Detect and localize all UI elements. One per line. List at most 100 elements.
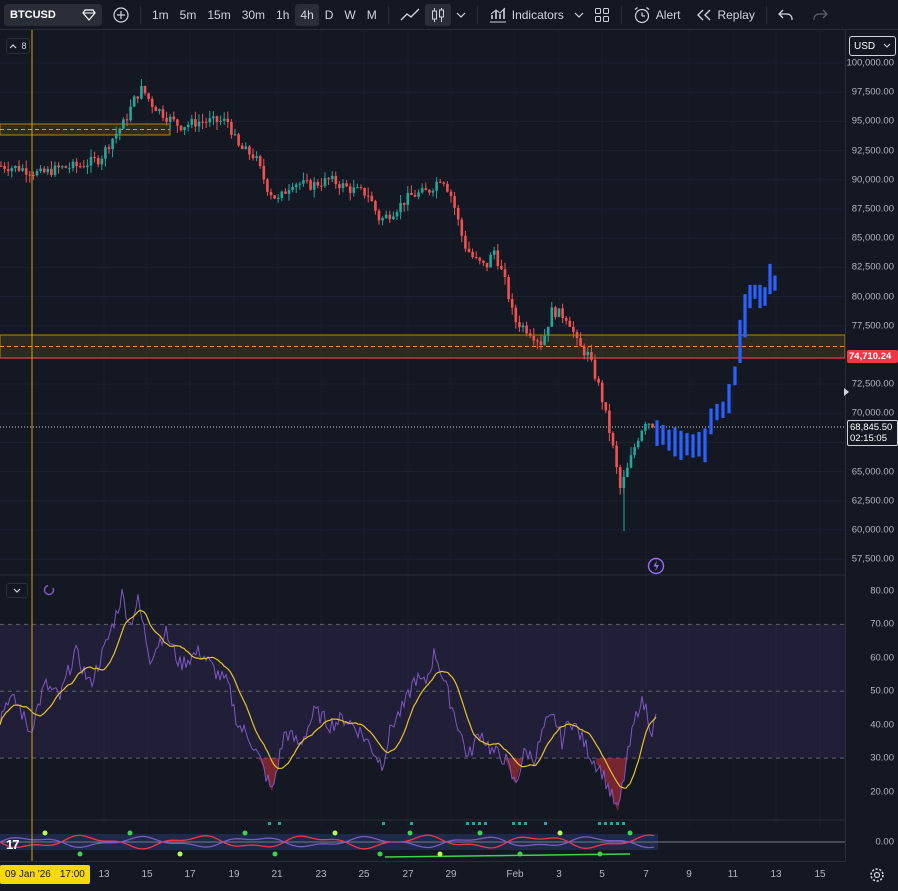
candle-body	[528, 333, 532, 337]
candle-body	[388, 214, 392, 220]
rsi-label: 40.00	[870, 719, 894, 731]
candle-body	[132, 96, 136, 107]
candle-body	[525, 325, 528, 334]
interval-1m[interactable]: 1m	[152, 7, 169, 22]
candle-body	[539, 341, 543, 345]
interval-w[interactable]: W	[344, 7, 356, 22]
candle-body	[615, 445, 618, 468]
candle-body	[356, 187, 359, 189]
price-label: 62,500.00	[851, 495, 894, 507]
price-label: 90,000.00	[851, 174, 894, 186]
time-label: 7	[643, 869, 649, 880]
add-symbol-button[interactable]	[108, 4, 134, 26]
chart-canvas[interactable]	[0, 30, 845, 861]
interval-15m[interactable]: 15m	[207, 7, 231, 22]
candle-body	[561, 308, 564, 319]
projection-bar	[721, 401, 725, 418]
lightning-icon[interactable]	[646, 557, 666, 575]
chart-type-dropdown[interactable]	[451, 4, 471, 26]
crosshair-time-badge: 09 Jan '26 17:00	[0, 865, 90, 884]
projection-bar	[685, 433, 689, 456]
projection-bar	[709, 408, 713, 435]
candle-body	[417, 192, 420, 197]
interval-5m[interactable]: 5m	[179, 7, 197, 22]
signal-marker	[382, 822, 385, 825]
candle-body	[291, 187, 294, 191]
interval-4h[interactable]: 4h	[295, 3, 319, 26]
projection-bar	[773, 275, 777, 291]
candle-body	[3, 165, 6, 169]
line-chart-button[interactable]	[395, 4, 425, 26]
projection-bar	[758, 284, 762, 309]
candle-body	[269, 191, 273, 196]
candle-body	[644, 423, 647, 431]
candles-button[interactable]	[424, 3, 451, 26]
candle-body	[172, 116, 176, 120]
rsi-legend-toggle[interactable]	[6, 583, 28, 598]
alert-button[interactable]: Alert	[628, 4, 686, 26]
candle-body	[75, 161, 78, 167]
interval-1h[interactable]: 1h	[276, 7, 290, 22]
signal-marker	[484, 822, 487, 825]
signal-marker	[268, 822, 271, 825]
candle-body	[550, 307, 554, 327]
candle-body	[586, 351, 590, 356]
projection-bar	[743, 294, 747, 338]
osc-dot	[377, 851, 383, 857]
candle-body	[420, 188, 424, 193]
candle-body	[251, 154, 255, 159]
time-axis[interactable]: 13 15 17 19 21 23 25 27 29 Feb 3 5 7 9 11 13 15 09 Jan '…	[0, 861, 845, 891]
templates-button[interactable]	[589, 4, 615, 26]
candle-body	[359, 187, 363, 189]
candle-body	[330, 175, 334, 180]
replay-icon	[697, 9, 711, 20]
candle-body	[438, 181, 442, 183]
toolbar-divider	[140, 5, 141, 24]
candle-body	[219, 120, 222, 123]
osc-dot	[557, 830, 563, 836]
candle-body	[204, 121, 208, 123]
tv-logo[interactable]: 17	[6, 837, 19, 852]
rsi-pane	[0, 589, 845, 812]
indicators-label: Indicators	[511, 7, 564, 22]
price-label: 97,500.00	[851, 86, 894, 98]
candle-body	[593, 359, 597, 379]
projection-bar	[691, 434, 695, 458]
candle-body	[212, 116, 215, 119]
loading-icon	[43, 584, 55, 596]
redo-button[interactable]	[807, 4, 833, 26]
osc-dot	[627, 830, 633, 836]
symbol-search[interactable]: BTCUSD	[4, 3, 102, 26]
settings-icon[interactable]	[869, 867, 885, 883]
candle-body	[226, 118, 230, 122]
indicators-dropdown[interactable]	[569, 4, 589, 26]
candle-body	[287, 190, 291, 194]
candle-body	[190, 119, 194, 125]
candle-body	[68, 167, 71, 169]
crosshair-date: 09 Jan '26	[5, 869, 51, 880]
replay-button[interactable]: Replay	[691, 4, 759, 26]
interval-30m[interactable]: 30m	[241, 7, 266, 22]
time-label: 15	[141, 869, 153, 880]
legend-toggle[interactable]: 8	[6, 38, 30, 54]
price-label: 80,000.00	[851, 291, 894, 302]
signal-marker	[604, 822, 607, 825]
candle-body	[460, 219, 464, 236]
indicators-button[interactable]: Indicators	[484, 4, 569, 26]
currency-selector[interactable]: USD	[849, 36, 896, 56]
osc-dot	[597, 851, 603, 857]
candle-body	[453, 196, 456, 208]
undo-button[interactable]	[773, 4, 799, 26]
price-label: 72,500.00	[851, 378, 894, 390]
signal-marker	[616, 822, 619, 825]
candle-body	[244, 146, 248, 150]
osc-zero-label: 0.00	[875, 836, 895, 848]
candle-body	[348, 186, 352, 193]
price-axis[interactable]: USD 100,000.00 97,500.00 95,000.00 92,500.0…	[844, 30, 898, 861]
interval-d[interactable]: D	[324, 7, 334, 22]
interval-m[interactable]: M	[366, 7, 377, 22]
osc-dot	[517, 851, 523, 857]
candle-body	[240, 145, 244, 150]
candle-body	[208, 118, 212, 123]
